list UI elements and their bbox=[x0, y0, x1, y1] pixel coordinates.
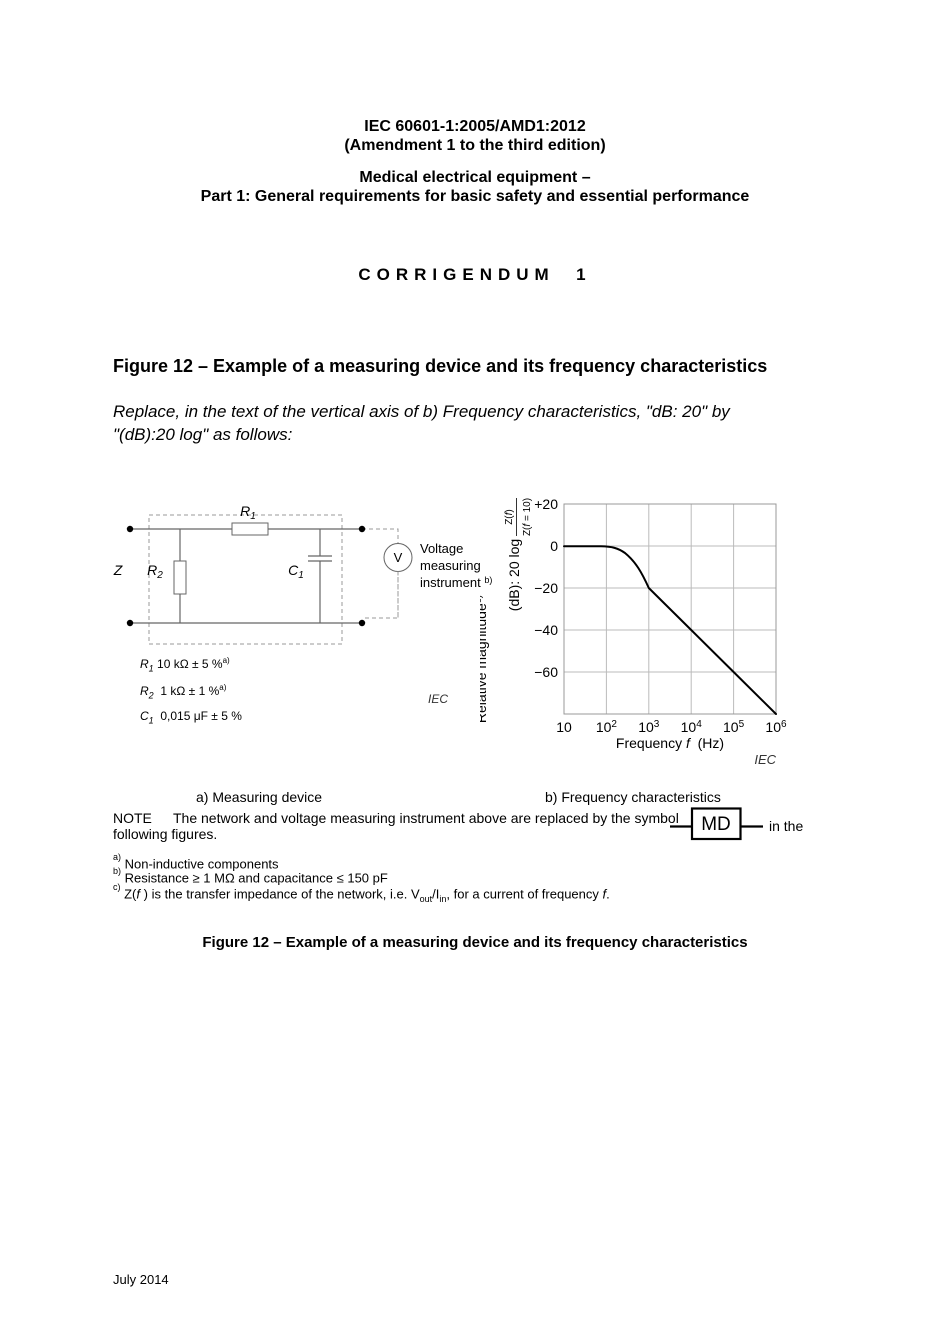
svg-text:V: V bbox=[394, 550, 403, 565]
svg-text:in the: in the bbox=[769, 818, 803, 834]
svg-text:MD: MD bbox=[701, 814, 731, 835]
svg-text:IEC: IEC bbox=[428, 692, 448, 706]
svg-text:+20: +20 bbox=[534, 496, 558, 512]
svg-text:Z(f): Z(f) bbox=[504, 509, 515, 525]
svg-text:Frequency f (Hz): Frequency f (Hz) bbox=[616, 735, 724, 751]
svg-text:106: 106 bbox=[765, 719, 787, 735]
svg-text:measuring: measuring bbox=[420, 558, 481, 573]
svg-text:104: 104 bbox=[681, 719, 703, 735]
svg-text:−60: −60 bbox=[534, 664, 558, 680]
svg-text:Relative magnitudec): Relative magnitudec) bbox=[480, 595, 489, 723]
svg-text:−40: −40 bbox=[534, 622, 558, 638]
svg-text:0: 0 bbox=[550, 538, 558, 554]
svg-text:105: 105 bbox=[723, 719, 745, 735]
svg-text:102: 102 bbox=[596, 719, 618, 735]
svg-text:R2: R2 bbox=[147, 562, 163, 581]
svg-text:C1: C1 bbox=[288, 562, 304, 581]
svg-text:−20: −20 bbox=[534, 580, 558, 596]
svg-text:Voltage: Voltage bbox=[420, 541, 463, 556]
svg-text:R1: R1 bbox=[240, 503, 256, 522]
svg-text:Z(f = 10): Z(f = 10) bbox=[522, 498, 533, 536]
svg-text:(dB): 20 log: (dB): 20 log bbox=[506, 539, 522, 611]
svg-text:103: 103 bbox=[638, 719, 660, 735]
svg-text:Z: Z bbox=[113, 562, 123, 578]
svg-text:10: 10 bbox=[556, 719, 572, 735]
svg-text:IEC: IEC bbox=[754, 752, 776, 767]
